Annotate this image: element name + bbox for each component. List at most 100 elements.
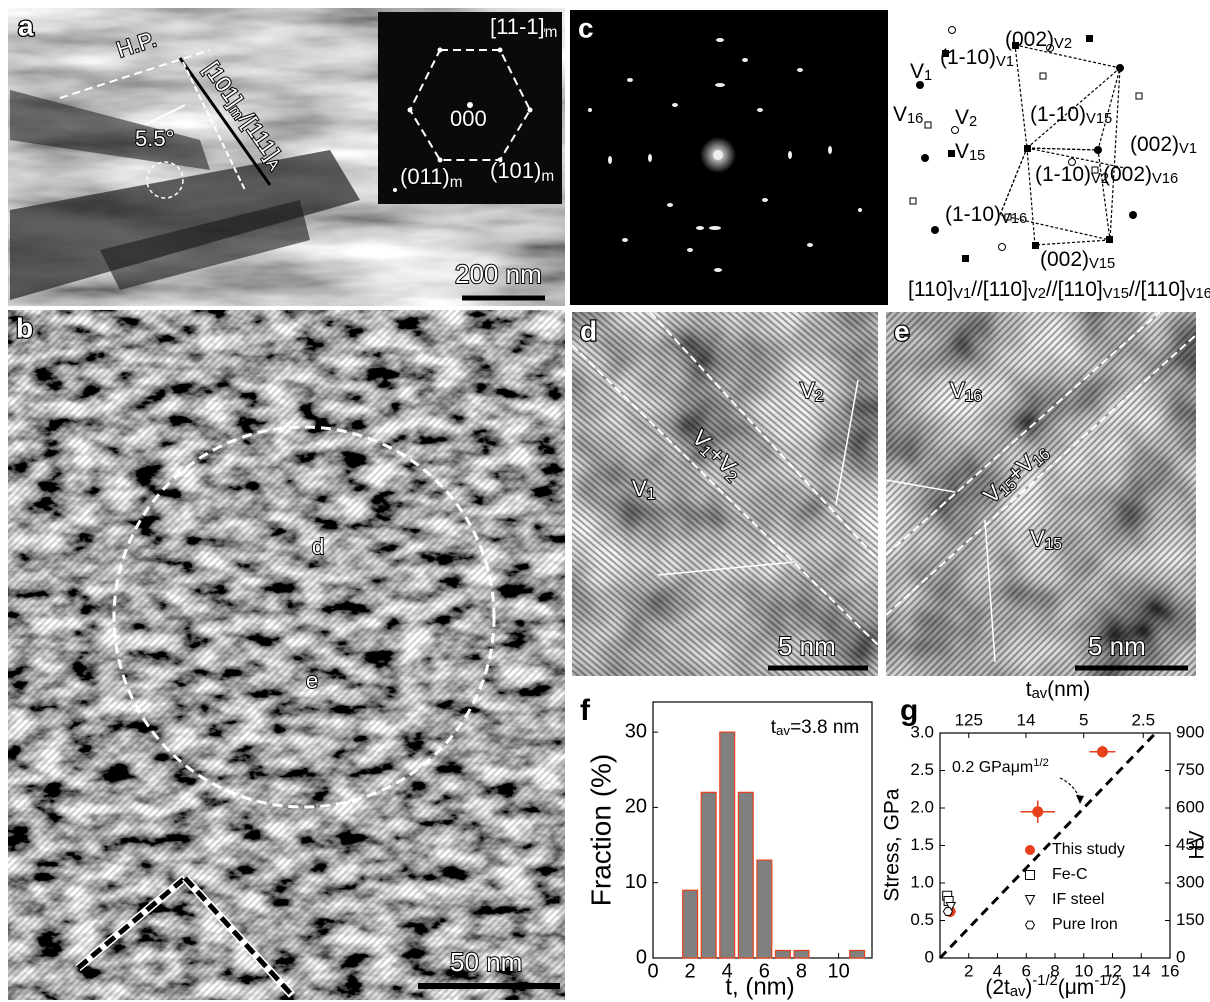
x-tick-label: 8 xyxy=(796,960,807,982)
text-part: (101) xyxy=(490,158,541,183)
text-part: V1 xyxy=(996,54,1014,70)
text-part: V15 xyxy=(1086,111,1112,127)
text-part: (1-10) xyxy=(1030,103,1086,126)
x-tick-label: 12 xyxy=(1103,961,1122,980)
text-part: 1 xyxy=(924,68,932,84)
annotation: V15 xyxy=(955,140,985,165)
text-part: (nm) xyxy=(1047,678,1090,701)
panel-label: e xyxy=(894,315,910,346)
text-part: m xyxy=(450,174,463,191)
text-part: V xyxy=(893,103,907,126)
x-tick-label: 10 xyxy=(1074,961,1093,980)
text-part: V xyxy=(955,140,969,163)
x-tick-label: 0 xyxy=(647,960,658,982)
annotation: (1-10)V15 xyxy=(1030,103,1112,128)
y-tick-label: 3.0 xyxy=(910,722,934,741)
scale-label: 5 nm xyxy=(1088,631,1146,661)
annotation: V16 xyxy=(893,103,923,128)
text-part: [11-1] xyxy=(490,14,545,39)
text-part: (002) xyxy=(1103,163,1152,186)
text-part: 0.2 GPaμm xyxy=(952,759,1033,776)
panel-c: c xyxy=(570,10,888,305)
bar xyxy=(757,860,772,958)
annotation: (002)V16 xyxy=(1103,163,1178,188)
panel-c-schematic: (002)V2 (1-10)V1 V1 V16 V2 (1-10)V15 (00… xyxy=(893,27,1210,303)
annotation: 000 xyxy=(450,106,487,131)
text-part: av xyxy=(1010,984,1026,1000)
y2-tick-label: 750 xyxy=(1176,760,1204,779)
text-part: V15 xyxy=(1103,286,1129,302)
annotation: 0.2 GPaμm1/2 xyxy=(952,757,1049,776)
x-tick-label: 6 xyxy=(759,960,770,982)
text-part: [110] xyxy=(908,278,953,301)
text-part: V xyxy=(955,106,969,129)
text-part: =3.8 nm xyxy=(790,717,859,738)
lattice-fringes xyxy=(886,312,1196,676)
text-part: (1-10) xyxy=(1035,163,1091,186)
panel-e: e V16 V15+V16 V15 5 nm xyxy=(886,312,1196,676)
text-part: m xyxy=(545,24,558,41)
y-axis-label: Stress, GPa xyxy=(881,788,904,902)
text-part: 1/2 xyxy=(1033,757,1049,769)
annotation: (1-10)V2 xyxy=(1035,163,1109,188)
text-part: //[110] xyxy=(971,278,1028,301)
x2-tick-label: 125 xyxy=(955,710,983,729)
y-tick-label: 1.0 xyxy=(910,872,934,891)
bar xyxy=(775,950,790,958)
text-part: (002) xyxy=(1005,28,1054,51)
panel-label: c xyxy=(578,12,594,43)
text-part: V xyxy=(1030,526,1045,551)
scale-label: 50 nm xyxy=(450,947,522,977)
text-part: V16 xyxy=(1152,171,1178,187)
y2-tick-label: 150 xyxy=(1176,910,1204,929)
text-part: 16 xyxy=(907,111,923,127)
legend-label: IF steel xyxy=(1052,891,1104,908)
annotation: tav=3.8 nm xyxy=(771,717,860,738)
scale-label: 200 nm xyxy=(455,259,542,289)
figure: a H.P. 5.5° [101]m/[111]A 000 [11-1]m (0… xyxy=(0,0,1210,1002)
text-part: 2 xyxy=(815,388,824,405)
panel-label: a xyxy=(18,10,34,41)
bar xyxy=(850,950,865,958)
scale-label: 5 nm xyxy=(778,631,836,661)
y-axis-label: Fraction (%) xyxy=(585,754,616,906)
point xyxy=(1097,747,1107,757)
annotation: (002)V2 xyxy=(1005,28,1072,53)
panel-label: d xyxy=(580,315,597,346)
legend-label: Fe-C xyxy=(1052,866,1088,883)
point xyxy=(943,908,952,916)
bar xyxy=(738,792,753,958)
text-part: (1-10) xyxy=(945,203,1001,226)
panel-label: b xyxy=(16,312,33,343)
x2-tick-label: 5 xyxy=(1079,710,1088,729)
y-tick-label: 1.5 xyxy=(910,835,934,854)
y2-tick-label: 450 xyxy=(1176,835,1204,854)
text-part: V xyxy=(632,476,647,501)
y2-tick-label: 600 xyxy=(1176,797,1204,816)
text-part: m xyxy=(541,168,554,185)
x-tick-label: 2 xyxy=(685,960,696,982)
panel-label: f xyxy=(580,694,591,727)
panel-d: d V2 V1+V2 V1 5 nm xyxy=(572,312,878,676)
x-tick-label: 2 xyxy=(964,961,973,980)
text-part: (011) xyxy=(400,164,450,189)
text-part: 15 xyxy=(1045,536,1062,553)
text-part: V16 xyxy=(1186,286,1210,302)
annotation: 5.5° xyxy=(135,126,174,151)
x2-axis-label: tav(nm) xyxy=(1026,678,1091,703)
x-tick-label: 14 xyxy=(1132,961,1151,980)
text-part: av xyxy=(776,723,790,738)
annotation: e xyxy=(306,668,318,693)
x-tick-label: 4 xyxy=(722,960,733,982)
text-part: //[110] xyxy=(1046,278,1103,301)
text-part: V1 xyxy=(1179,141,1197,157)
schematic-labels: (002)V2 (1-10)V1 V1 V16 V2 (1-10)V15 (00… xyxy=(893,28,1210,303)
y-tick-label: 0.5 xyxy=(910,910,934,929)
annotation: (002)V15 xyxy=(1040,248,1115,273)
x-tick-label: 6 xyxy=(1022,961,1031,980)
y2-tick-label: 300 xyxy=(1176,872,1204,891)
panel-a: a H.P. 5.5° [101]m/[111]A 000 [11-1]m (0… xyxy=(8,8,565,306)
y-tick-label: 2.0 xyxy=(910,797,934,816)
x-tick-label: 4 xyxy=(993,961,1002,980)
text-part: 16 xyxy=(965,388,982,405)
